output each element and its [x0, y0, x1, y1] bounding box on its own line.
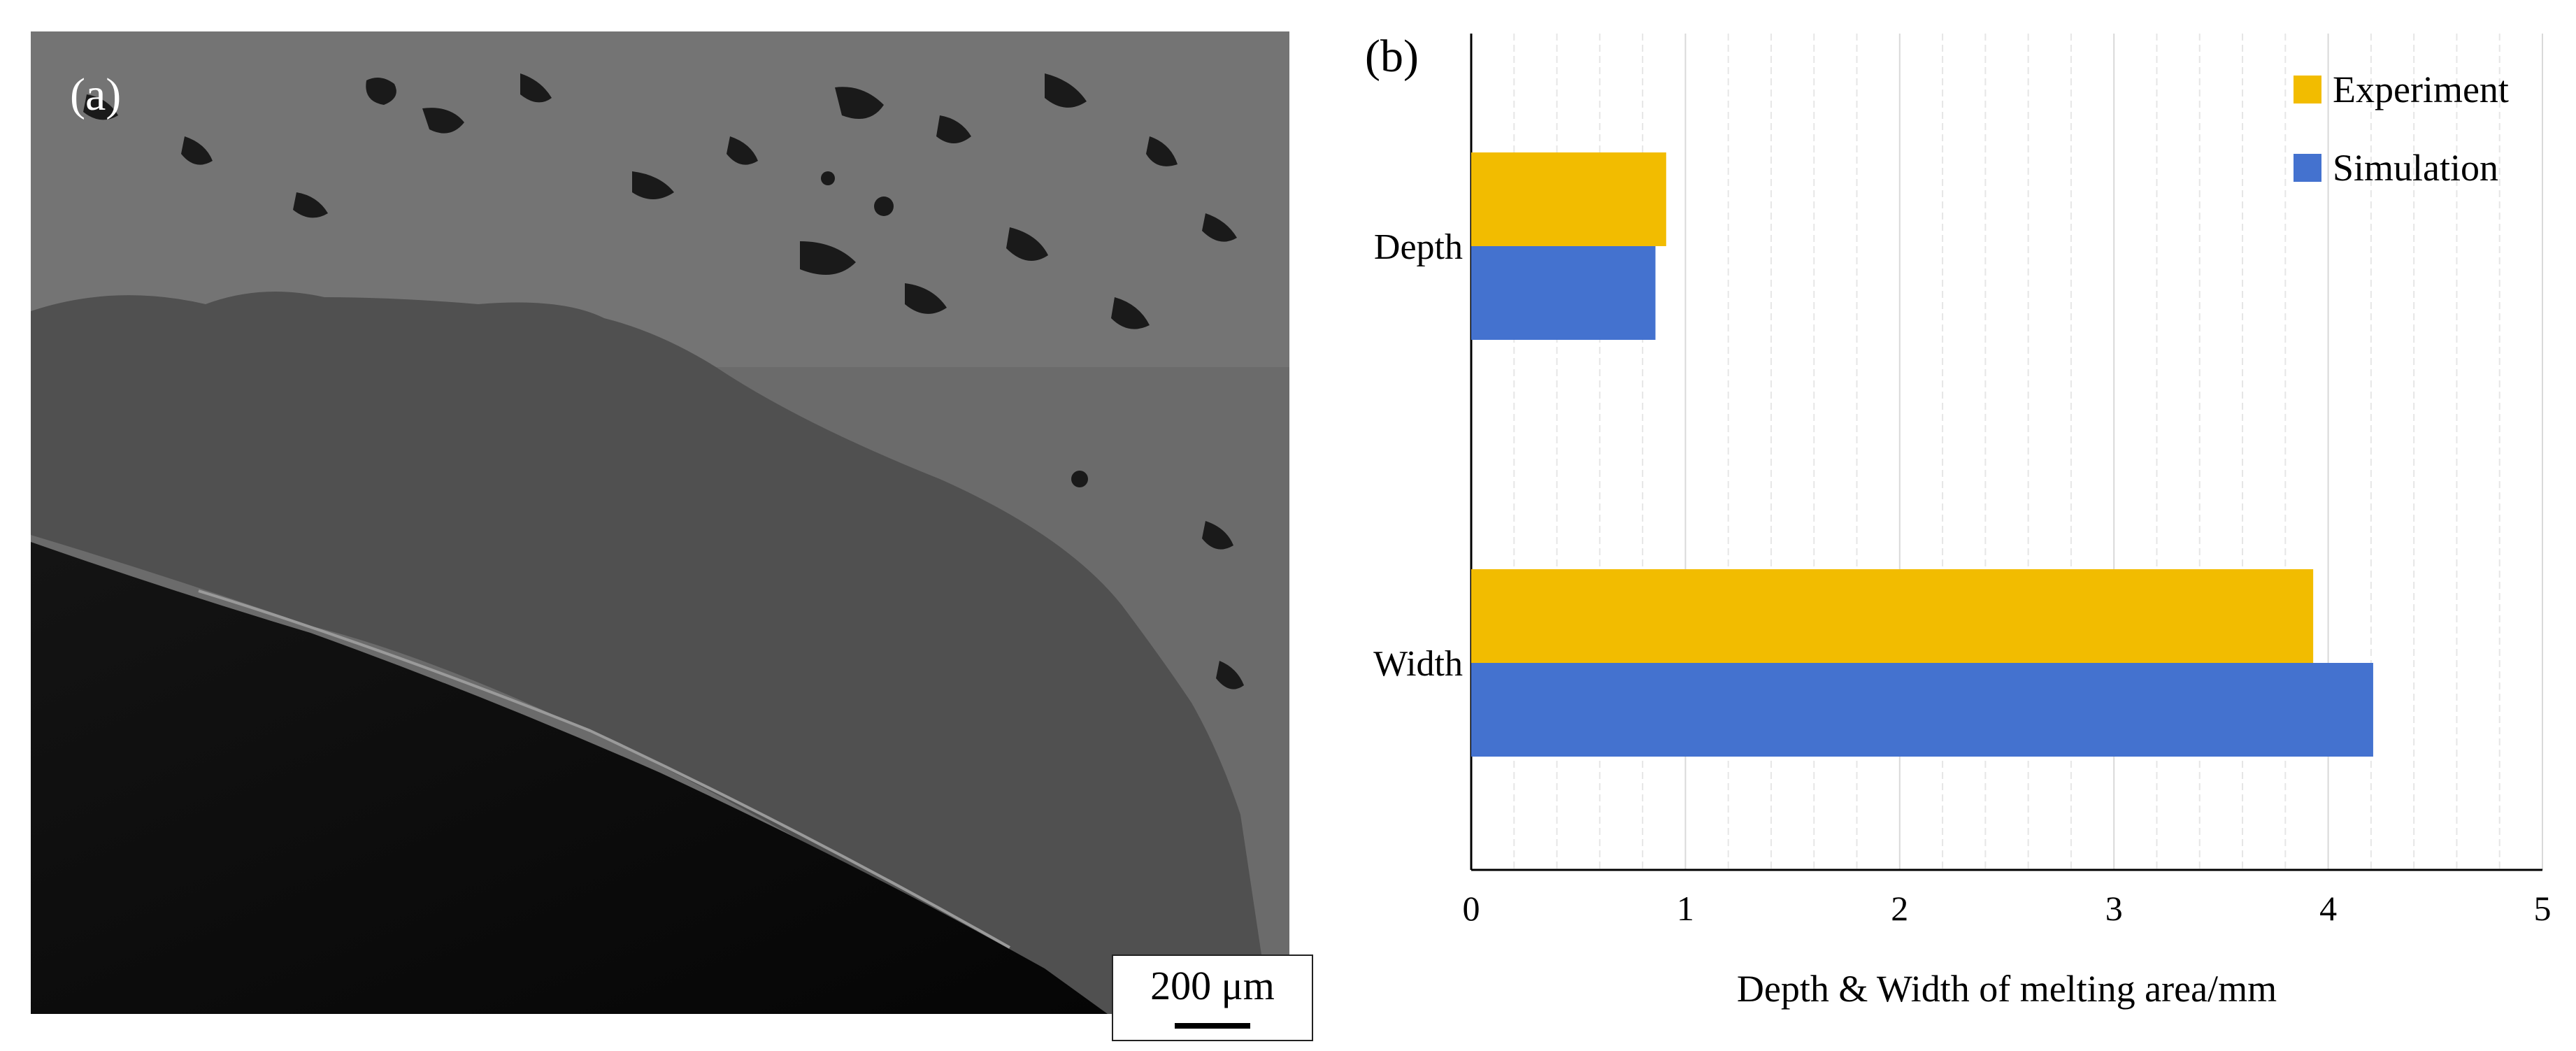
x-tick-label: 5	[2534, 889, 2552, 928]
sem-melted-zone	[31, 292, 1261, 1014]
panel-b-label: (b)	[1365, 31, 1419, 82]
sem-image	[31, 31, 1289, 1014]
x-tick-label: 4	[2319, 889, 2337, 928]
bar-simulation-width	[1471, 663, 2373, 757]
legend-label-experiment: Experiment	[2333, 69, 2509, 110]
legend-label-simulation: Simulation	[2333, 147, 2498, 189]
sem-pores	[83, 73, 1244, 689]
sem-boundary-edge	[198, 589, 1010, 949]
bar-simulation-depth	[1471, 246, 1656, 340]
bar-chart-svg: 0 1 2 3 4 5 Depth & Width of melting area/mm De…	[1373, 34, 2552, 1010]
sem-micrograph: (a) 200 μm	[31, 31, 1313, 1041]
scale-bar-label: 200 μm	[1150, 963, 1275, 1008]
scale-bar-line	[1175, 1023, 1250, 1029]
bar-chart: 0 1 2 3 4 5 Depth & Width of melting area/mm De…	[1329, 0, 2576, 1048]
bar-experiment-depth	[1471, 152, 1666, 246]
x-tick-label: 0	[1463, 889, 1480, 928]
x-tick-label: 1	[1677, 889, 1694, 928]
x-tick-label: 2	[1891, 889, 1908, 928]
x-tick-label: 3	[2105, 889, 2123, 928]
y-tick-label: Width	[1373, 644, 1463, 684]
scale-bar: 200 μm	[1112, 955, 1313, 1041]
bar-experiment-width	[1471, 569, 2314, 663]
legend-swatch-experiment	[2294, 76, 2321, 103]
panel-a-label: (a)	[70, 69, 122, 120]
x-axis-title: Depth & Width of melting area/mm	[1737, 968, 2277, 1010]
legend-swatch-simulation	[2294, 154, 2321, 182]
y-tick-label: Depth	[1374, 227, 1463, 267]
sem-dark-region	[31, 542, 1108, 1014]
